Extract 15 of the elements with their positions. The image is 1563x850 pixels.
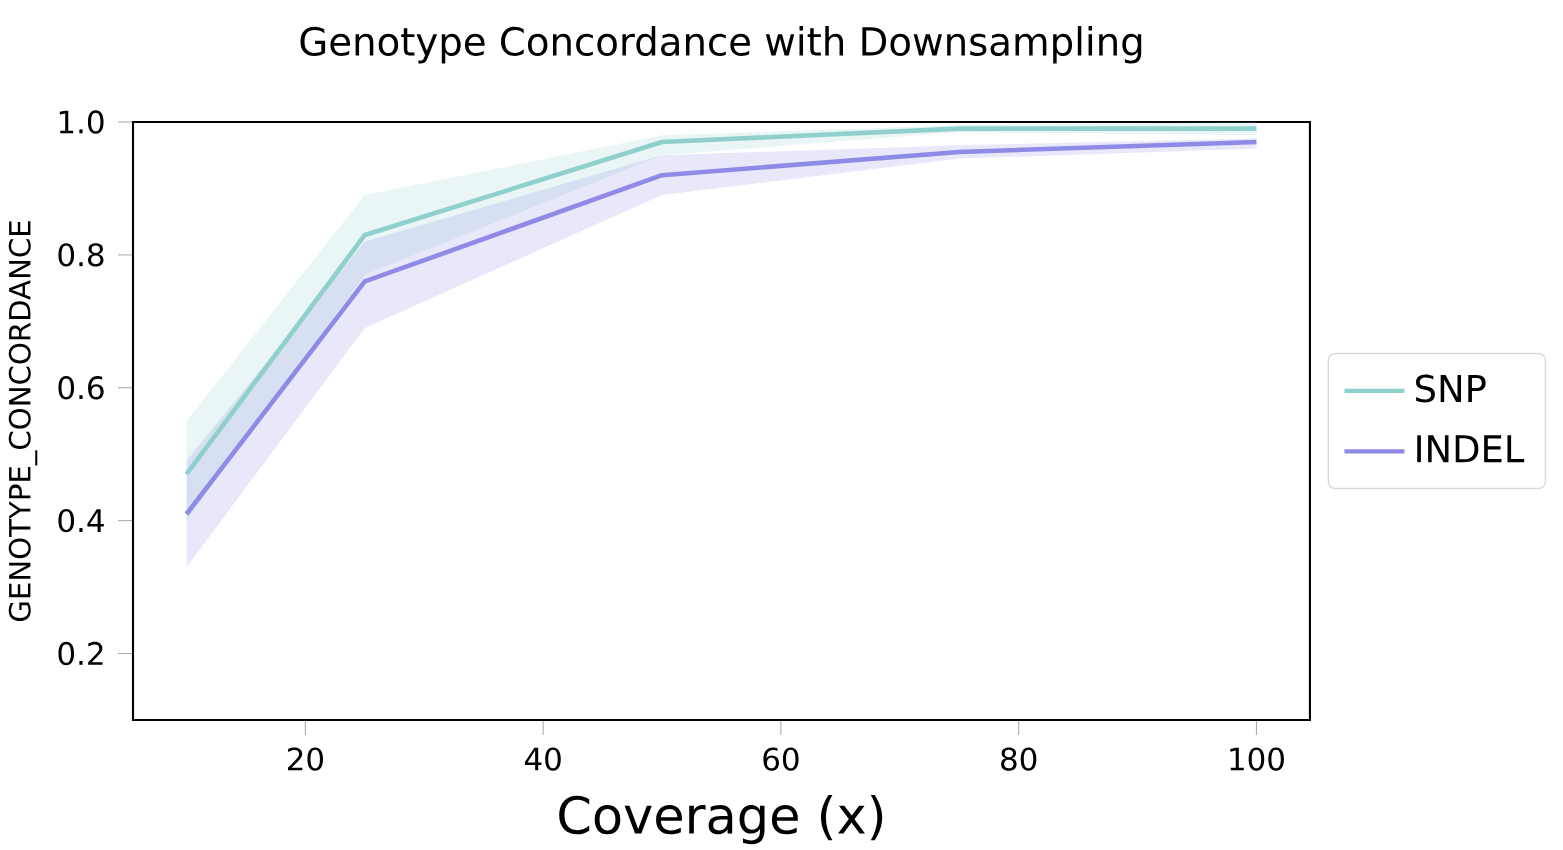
y-tick-label: 0.8: [58, 243, 104, 267]
y-axis-title: GENOTYPE_CONCORDANCE: [8, 221, 38, 622]
x-tick-label: 60: [763, 747, 799, 771]
y-tick-label: 0.2: [58, 641, 103, 666]
x-tick-label: 20: [287, 747, 324, 771]
chart-title: Genotype Concordance with Downsampling: [300, 26, 1142, 64]
x-axis-title: Coverage (x): [559, 794, 883, 845]
x-tick-label: 80: [1001, 747, 1037, 771]
legend-label: INDEL: [1417, 435, 1525, 463]
legend-label: SNP: [1416, 374, 1486, 403]
x-tick-label: 100: [1230, 747, 1284, 771]
y-tick-label: 0.4: [58, 508, 104, 533]
x-tick-label: 40: [524, 747, 561, 771]
y-tick-label: 0.6: [58, 376, 104, 400]
y-tick-label: 1.0: [59, 110, 104, 134]
